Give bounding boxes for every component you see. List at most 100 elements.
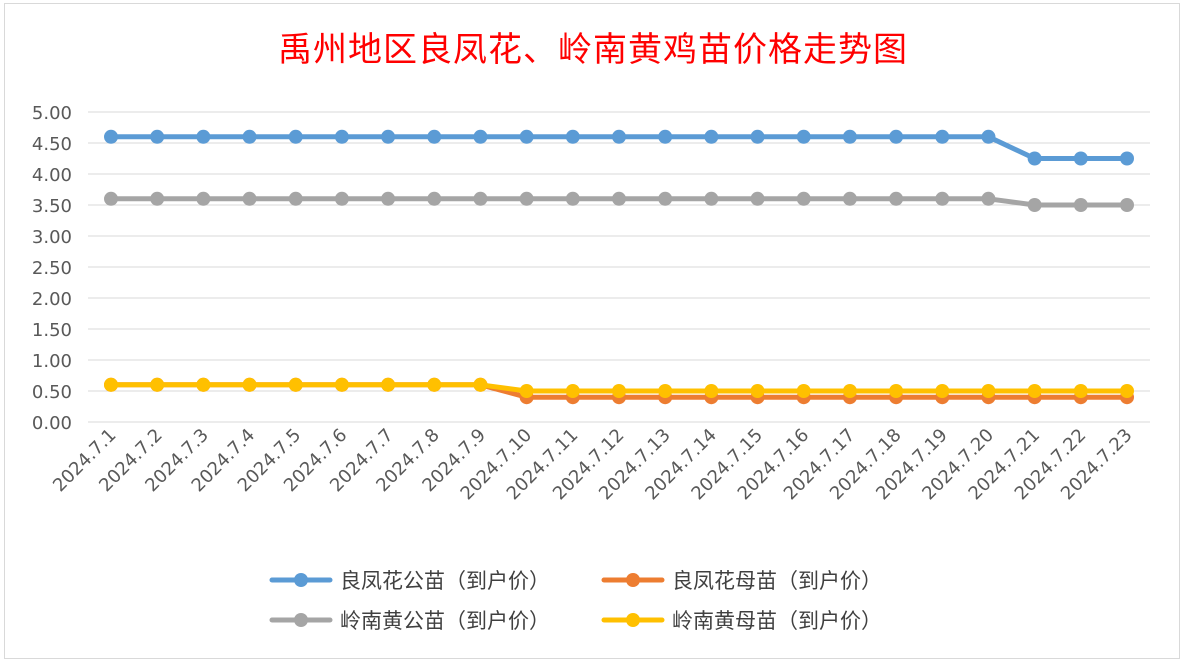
data-point: [1073, 198, 1088, 212]
data-point: [196, 129, 211, 144]
data-point: [473, 191, 488, 206]
series-4: [104, 377, 1134, 398]
data-point: [242, 377, 257, 392]
legend-item: 岭南黄母苗（到户价）: [601, 609, 882, 633]
data-point: [288, 191, 303, 206]
data-point: [889, 191, 904, 206]
data-point: [1120, 384, 1134, 398]
data-point: [750, 129, 765, 144]
legend-swatch-marker: [294, 573, 308, 587]
y-tick-label: 3.00: [32, 227, 72, 248]
data-point: [1073, 151, 1088, 166]
data-point: [750, 191, 765, 206]
data-point: [1027, 384, 1042, 398]
data-point: [796, 384, 811, 398]
data-point: [842, 129, 857, 144]
legend-swatch-marker: [294, 613, 308, 627]
data-point: [704, 129, 719, 144]
data-point: [750, 384, 765, 398]
data-point: [381, 377, 396, 392]
data-point: [381, 191, 396, 206]
y-tick-label: 2.50: [32, 258, 72, 279]
y-tick-label: 4.50: [32, 134, 72, 155]
data-point: [150, 377, 165, 392]
data-point: [1120, 198, 1134, 212]
legend-item: 良凤花公苗（到户价）: [269, 569, 550, 593]
y-tick-label: 0.50: [32, 382, 72, 403]
data-point: [1027, 198, 1042, 212]
legend-item: 岭南黄公苗（到户价）: [269, 609, 550, 633]
data-point: [981, 129, 996, 144]
y-tick-label: 3.50: [32, 196, 72, 217]
data-point: [196, 377, 211, 392]
data-point: [704, 384, 719, 398]
data-point: [334, 191, 349, 206]
series-1: [104, 129, 1134, 166]
legend-swatch-marker: [626, 573, 640, 587]
data-point: [1073, 384, 1088, 398]
data-point: [381, 129, 396, 144]
data-point: [288, 129, 303, 144]
data-point: [565, 129, 580, 144]
data-point: [612, 129, 626, 144]
data-point: [473, 377, 488, 392]
data-point: [612, 384, 626, 398]
data-point: [889, 384, 904, 398]
legend-label: 良凤花母苗（到户价）: [672, 569, 882, 593]
data-point: [242, 191, 257, 206]
y-tick-label: 1.00: [32, 351, 72, 372]
data-point: [842, 191, 857, 206]
legend: 良凤花公苗（到户价） 良凤花母苗（到户价） 岭南黄公苗（到户价） 岭南黄母苗（到户价）: [269, 569, 882, 633]
data-point: [658, 191, 673, 206]
data-point: [427, 191, 442, 206]
data-point: [334, 129, 349, 144]
legend-swatch-marker: [626, 613, 640, 627]
data-point: [427, 377, 442, 392]
y-tick-label: 1.50: [32, 320, 72, 341]
y-tick-label: 2.00: [32, 289, 72, 310]
data-point: [565, 191, 580, 206]
data-point: [612, 191, 626, 206]
data-point: [288, 377, 303, 392]
legend-item: 良凤花母苗（到户价）: [601, 569, 882, 593]
data-point: [981, 191, 996, 206]
data-point: [150, 191, 165, 206]
y-tick-label: 0.00: [32, 413, 72, 434]
data-point: [704, 191, 719, 206]
data-point: [935, 384, 950, 398]
data-point: [658, 384, 673, 398]
data-point: [981, 384, 996, 398]
legend-label: 良凤花公苗（到户价）: [340, 569, 550, 593]
data-point: [519, 384, 534, 398]
data-point: [104, 377, 118, 392]
data-point: [658, 129, 673, 144]
data-point: [519, 191, 534, 206]
data-point: [935, 129, 950, 144]
data-point: [334, 377, 349, 392]
data-point: [104, 129, 118, 144]
data-point: [104, 191, 118, 206]
series-3: [104, 191, 1134, 212]
chart-title: 禹州地区良凤花、岭南黄鸡苗价格走势图: [278, 30, 908, 70]
data-point: [565, 384, 580, 398]
data-point: [242, 129, 257, 144]
data-point: [842, 384, 857, 398]
series-group: [104, 129, 1134, 405]
data-point: [519, 129, 534, 144]
data-point: [935, 191, 950, 206]
legend-label: 岭南黄公苗（到户价）: [340, 609, 550, 633]
data-point: [196, 191, 211, 206]
y-tick-label: 5.00: [32, 103, 72, 124]
data-point: [796, 191, 811, 206]
gridlines: [88, 111, 1150, 423]
data-point: [427, 129, 442, 144]
data-point: [1120, 151, 1134, 166]
data-point: [473, 129, 488, 144]
data-point: [796, 129, 811, 144]
data-point: [1027, 151, 1042, 166]
data-point: [150, 129, 165, 144]
y-axis: 0.00 0.50 1.00 1.50 2.00 2.50 3.00 3.50 4.00 4.50…: [32, 103, 72, 434]
data-point: [889, 129, 904, 144]
x-axis: 2024.7.12024.7.22024.7.32024.7.42024.7.5…: [49, 425, 1137, 505]
